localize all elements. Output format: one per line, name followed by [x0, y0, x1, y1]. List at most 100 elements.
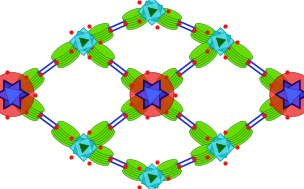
Polygon shape: [79, 38, 89, 47]
Polygon shape: [137, 81, 160, 108]
Polygon shape: [143, 168, 161, 187]
Polygon shape: [144, 87, 163, 105]
Ellipse shape: [88, 154, 109, 166]
Ellipse shape: [123, 167, 144, 179]
Ellipse shape: [89, 47, 111, 64]
Ellipse shape: [261, 75, 283, 93]
Ellipse shape: [195, 154, 216, 166]
Ellipse shape: [157, 16, 178, 28]
Ellipse shape: [155, 68, 176, 86]
Ellipse shape: [22, 77, 44, 94]
Ellipse shape: [18, 72, 40, 89]
Circle shape: [270, 72, 304, 117]
Ellipse shape: [122, 8, 143, 19]
Ellipse shape: [92, 128, 113, 146]
Polygon shape: [142, 167, 162, 188]
Polygon shape: [212, 139, 229, 156]
Polygon shape: [135, 80, 161, 109]
Polygon shape: [143, 3, 161, 20]
Ellipse shape: [161, 8, 182, 19]
Ellipse shape: [53, 43, 75, 61]
Polygon shape: [283, 80, 304, 109]
Ellipse shape: [224, 121, 246, 139]
Ellipse shape: [158, 163, 179, 175]
Ellipse shape: [159, 74, 180, 91]
Ellipse shape: [17, 70, 39, 87]
Polygon shape: [210, 137, 231, 158]
Ellipse shape: [88, 49, 109, 66]
Polygon shape: [284, 81, 304, 108]
Ellipse shape: [189, 130, 211, 147]
Ellipse shape: [91, 29, 112, 41]
Ellipse shape: [92, 33, 113, 45]
Ellipse shape: [121, 95, 142, 112]
Ellipse shape: [158, 100, 179, 117]
Ellipse shape: [128, 68, 149, 86]
Ellipse shape: [226, 125, 249, 142]
Ellipse shape: [21, 75, 43, 93]
Ellipse shape: [192, 29, 213, 41]
Polygon shape: [73, 31, 94, 52]
Ellipse shape: [228, 45, 250, 63]
Polygon shape: [75, 139, 92, 156]
Polygon shape: [206, 133, 234, 161]
Polygon shape: [73, 137, 94, 158]
Ellipse shape: [193, 125, 215, 142]
Ellipse shape: [157, 161, 178, 173]
Ellipse shape: [122, 170, 143, 181]
Ellipse shape: [157, 18, 177, 30]
Ellipse shape: [261, 96, 283, 114]
Polygon shape: [143, 80, 169, 109]
Polygon shape: [76, 140, 91, 155]
Ellipse shape: [57, 49, 79, 66]
Ellipse shape: [90, 27, 111, 39]
Ellipse shape: [230, 42, 253, 59]
Polygon shape: [74, 32, 93, 51]
Ellipse shape: [162, 77, 183, 94]
Ellipse shape: [192, 126, 213, 144]
Ellipse shape: [229, 128, 251, 146]
Ellipse shape: [126, 102, 147, 119]
Ellipse shape: [158, 14, 179, 26]
Ellipse shape: [55, 125, 78, 142]
Polygon shape: [148, 174, 157, 183]
Ellipse shape: [93, 130, 115, 147]
Polygon shape: [0, 81, 20, 108]
Ellipse shape: [158, 72, 179, 89]
Ellipse shape: [193, 150, 214, 162]
Ellipse shape: [92, 146, 112, 158]
Ellipse shape: [88, 23, 109, 35]
Ellipse shape: [194, 25, 215, 37]
Polygon shape: [277, 81, 300, 108]
Ellipse shape: [160, 167, 181, 179]
Ellipse shape: [20, 74, 42, 91]
Ellipse shape: [193, 27, 214, 39]
Ellipse shape: [260, 77, 282, 94]
Polygon shape: [138, 164, 166, 189]
Polygon shape: [79, 144, 89, 153]
Ellipse shape: [53, 128, 75, 146]
Polygon shape: [0, 81, 20, 108]
Ellipse shape: [51, 42, 74, 59]
Polygon shape: [211, 138, 230, 157]
Ellipse shape: [264, 100, 286, 117]
Ellipse shape: [55, 47, 78, 64]
Ellipse shape: [22, 95, 44, 112]
Ellipse shape: [16, 68, 38, 86]
Ellipse shape: [194, 152, 215, 164]
Ellipse shape: [260, 95, 282, 112]
Ellipse shape: [126, 16, 147, 28]
Ellipse shape: [226, 47, 249, 64]
Ellipse shape: [159, 12, 180, 24]
Polygon shape: [75, 33, 92, 50]
Polygon shape: [137, 81, 160, 108]
Ellipse shape: [122, 75, 143, 93]
Polygon shape: [0, 80, 21, 109]
Ellipse shape: [228, 126, 250, 144]
Ellipse shape: [126, 161, 147, 173]
Ellipse shape: [125, 14, 146, 26]
Polygon shape: [74, 138, 93, 157]
Polygon shape: [211, 32, 230, 51]
Ellipse shape: [191, 33, 212, 45]
Polygon shape: [216, 144, 226, 153]
